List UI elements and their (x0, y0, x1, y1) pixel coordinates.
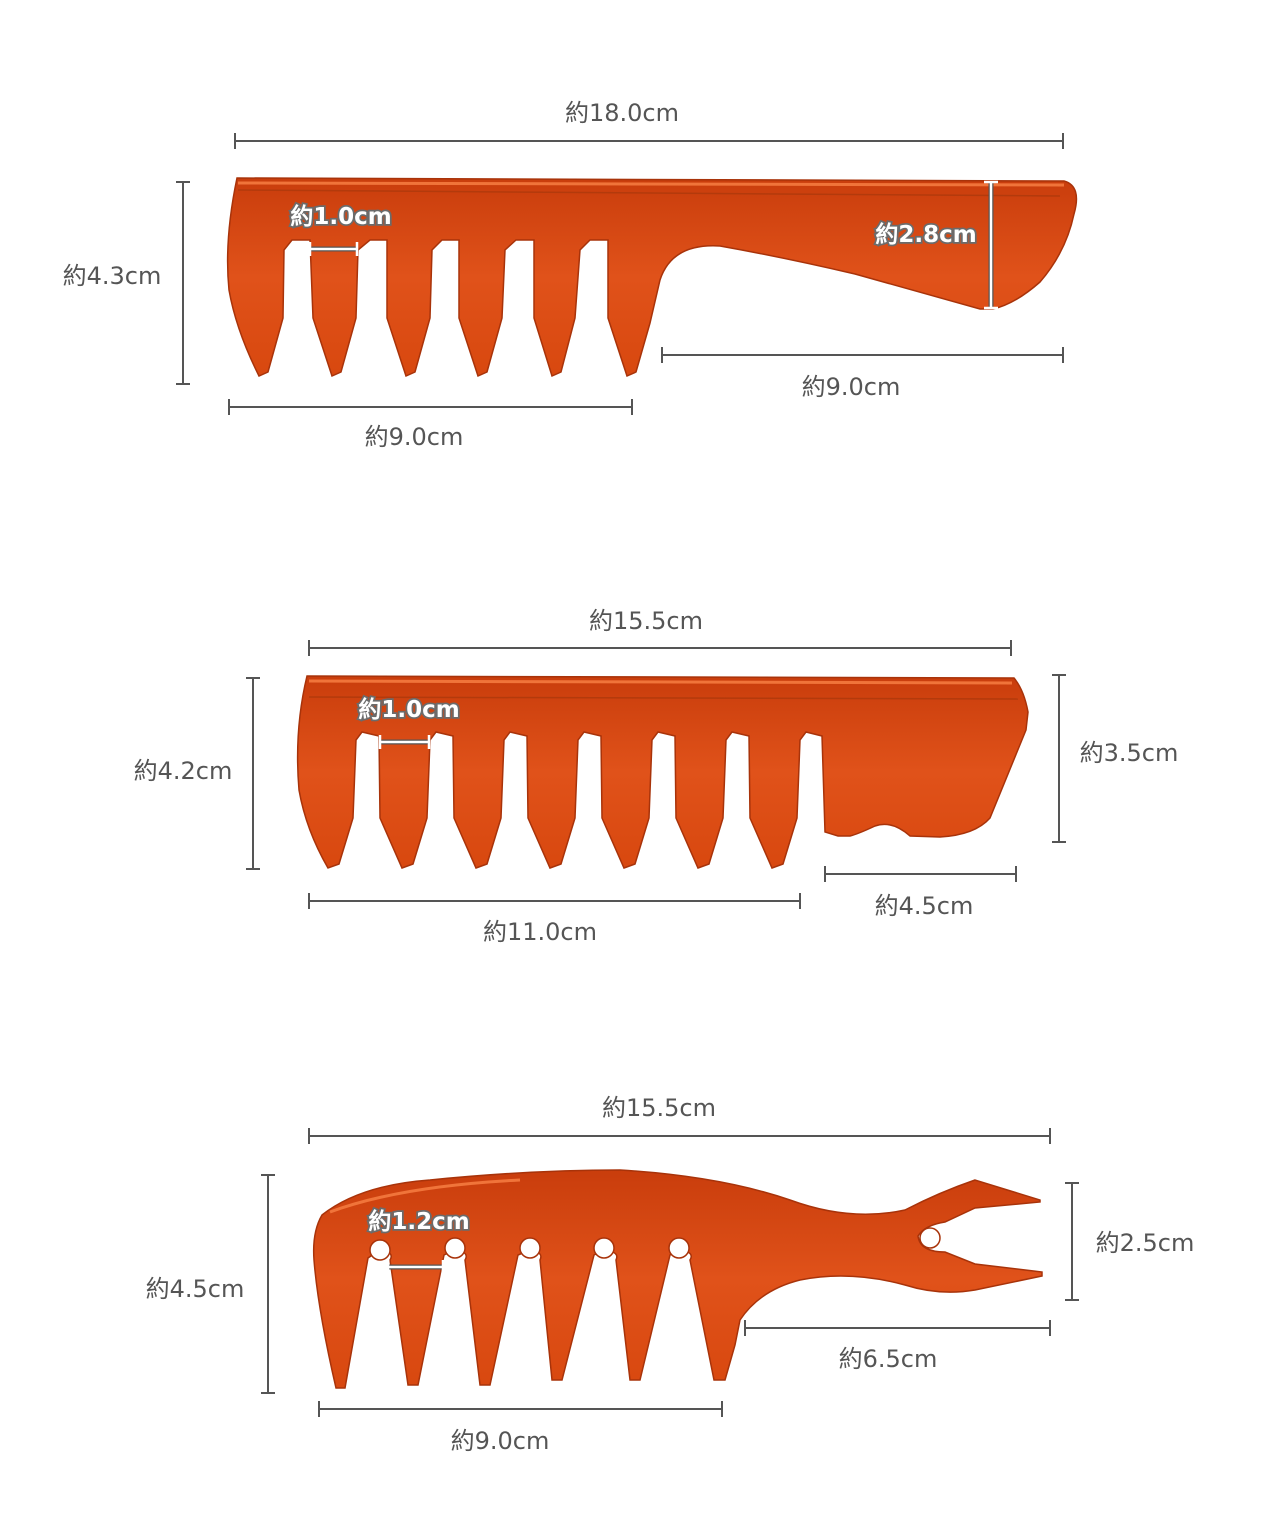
comb-3-length-dimension: 約15.5cm (308, 1094, 1051, 1144)
comb-3-pick-width-dimension: 約2.5cm (1065, 1182, 1195, 1301)
comb-2-group: 約15.5cm 約4.2cm 約1.0cm 約3.5cm (134, 607, 1179, 946)
comb-2-tooth-gap-label: 約1.0cm (358, 696, 459, 723)
comb-2-length-label: 約15.5cm (589, 607, 703, 635)
comb-3-height-label: 約4.5cm (146, 1275, 245, 1303)
comb-3-shape (312, 1169, 1043, 1389)
comb-3-handle-length-dimension: 約6.5cm (744, 1320, 1051, 1373)
comb-1-height-label: 約4.3cm (63, 262, 162, 290)
comb-1-handle-length-label: 約9.0cm (802, 373, 901, 401)
comb-1-teeth-length-label: 約9.0cm (365, 423, 464, 451)
comb-2-handle-height-label: 約3.5cm (1080, 739, 1179, 767)
comb-3-height-dimension: 約4.5cm (146, 1174, 275, 1394)
comb-1-group: 約18.0cm 約4.3cm 約1.0cm (63, 99, 1078, 451)
comb-3-tooth-gap-dimension: 約1.2cm (367, 1206, 471, 1274)
comb-2-tooth-gap-dimension: 約1.0cm (357, 694, 461, 749)
comb-2-length-dimension: 約15.5cm (308, 607, 1012, 656)
comb-1-length-label: 約18.0cm (565, 99, 679, 127)
comb-2-handle-length-dimension: 約4.5cm (824, 866, 1017, 920)
comb-3-tooth-gap-label: 約1.2cm (368, 1208, 469, 1235)
comb-1-handle-width-label: 約2.8cm (875, 221, 976, 248)
comb-1-tooth-gap-label: 約1.0cm (290, 203, 391, 230)
comb-2-handle-length-label: 約4.5cm (875, 892, 974, 920)
comb-2-teeth-length-dimension: 約11.0cm (308, 893, 801, 946)
comb-3-teeth-length-dimension: 約9.0cm (318, 1401, 723, 1455)
comb-3-length-label: 約15.5cm (602, 1094, 716, 1122)
comb-2-height-dimension: 約4.2cm (134, 677, 260, 870)
comb-1-teeth-length-dimension: 約9.0cm (228, 399, 633, 451)
comb-3-pick-width-label: 約2.5cm (1096, 1229, 1195, 1257)
comb-1-tooth-gap-dimension: 約1.0cm (289, 201, 393, 256)
comb-2-shape (296, 675, 1029, 869)
comb-2-handle-height-dimension: 約3.5cm (1052, 674, 1179, 843)
comb-1-handle-length-dimension: 約9.0cm (661, 347, 1064, 401)
comb-3-handle-length-label: 約6.5cm (839, 1345, 938, 1373)
comb-1-length-dimension: 約18.0cm (234, 99, 1064, 149)
comb-3-teeth-length-label: 約9.0cm (451, 1427, 550, 1455)
comb-2-height-label: 約4.2cm (134, 757, 233, 785)
comb-3-group: 約15.5cm 約4.5cm 約1.2cm (146, 1094, 1195, 1455)
comb-2-teeth-length-label: 約11.0cm (483, 918, 597, 946)
comb-1-handle-width-dimension: 約2.8cm (874, 180, 998, 310)
comb-1-height-dimension: 約4.3cm (63, 181, 190, 385)
comb-1-shape (226, 177, 1078, 378)
